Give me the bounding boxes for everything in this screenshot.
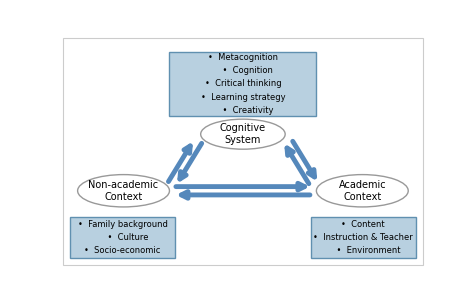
Text: Non-academic
Context: Non-academic Context <box>89 180 159 202</box>
Text: •  Metacognition
    •  Cognition
•  Critical thinking
•  Learning strategy
    : • Metacognition • Cognition • Critical t… <box>201 53 285 115</box>
Ellipse shape <box>317 175 408 207</box>
Ellipse shape <box>78 175 169 207</box>
Text: •  Family background
    •  Culture
•  Socio-economic: • Family background • Culture • Socio-ec… <box>78 220 167 255</box>
Text: Academic
Context: Academic Context <box>338 180 386 202</box>
Ellipse shape <box>201 119 285 149</box>
FancyBboxPatch shape <box>169 52 316 116</box>
FancyBboxPatch shape <box>70 217 175 258</box>
Text: •  Content
•  Instruction & Teacher
    •  Environment: • Content • Instruction & Teacher • Envi… <box>313 220 413 255</box>
Text: Cognitive
System: Cognitive System <box>220 123 266 145</box>
FancyBboxPatch shape <box>311 217 416 258</box>
